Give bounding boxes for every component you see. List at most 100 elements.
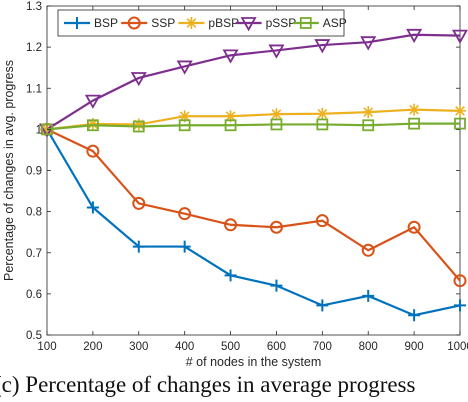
triangle-marker [240,17,257,32]
x-tick-label: 600 [267,341,286,353]
y-axis-title: Percentage of changes in avg. progress [2,60,16,281]
circle-marker [224,218,238,232]
legend-item-bsp: BSP [64,16,118,30]
x-tick-label: 800 [359,341,378,353]
data-point [178,110,191,123]
square-marker [41,123,53,136]
series-line [46,122,460,131]
circle-marker [453,274,467,288]
square-marker [316,118,329,131]
circle-marker [178,207,192,221]
plus-marker [86,201,99,214]
series-pbsp [41,103,466,136]
circle-marker [407,220,421,234]
data-point [316,107,329,120]
x-tick-label: 900 [405,341,424,353]
data-point [240,17,257,32]
data-point [408,103,421,116]
series-bsp [41,123,466,322]
triangle-marker [268,44,285,59]
asterisk-marker [316,107,329,120]
legend-item-pbsp: pBSP [178,16,239,30]
asterisk-marker [270,108,283,121]
square-marker [224,119,237,132]
x-tick-label: 400 [175,341,194,353]
series-asp [41,117,466,136]
data-point [132,118,145,131]
data-point [222,49,239,64]
data-point [454,104,466,117]
data-point [132,240,145,253]
legend-label: BSP [94,16,118,30]
data-point [407,220,421,234]
data-point [270,279,283,292]
data-point [224,269,237,282]
plus-marker [71,17,83,29]
triangle-marker [84,94,101,109]
data-point [316,299,329,312]
x-tick-label: 100 [37,341,56,353]
square-marker [299,17,312,29]
data-point [408,309,421,322]
data-point [178,119,191,132]
asterisk-marker [86,118,99,131]
data-point [315,214,329,228]
data-point [454,299,466,312]
legend-item-ssp: SSP [121,16,175,30]
series-line [46,128,461,317]
square-marker [408,117,421,130]
plus-marker [224,269,237,282]
legend-label: pSSP [266,16,297,30]
legend-label: pBSP [208,16,239,30]
figure-caption: (c) Percentage of changes in average pro… [0,372,416,397]
triangle-marker [222,49,239,64]
x-tick-label: 200 [83,341,102,353]
data-point [361,243,375,257]
series-ssp [40,122,467,288]
data-point [408,117,421,130]
circle-marker [86,144,100,158]
data-point [454,117,466,130]
triangle-marker [314,39,331,54]
y-tick-label: 0.5 [26,330,42,342]
data-point [314,39,331,54]
series-line [46,128,461,282]
square-marker [86,119,99,132]
data-point [84,94,101,109]
legend-item-pssp: pSSP [235,16,297,32]
data-point [86,118,99,131]
plus-marker [316,299,329,312]
data-point [132,120,145,133]
asterisk-marker [224,110,237,123]
x-axis-title: # of nodes in the system [186,355,322,369]
data-point [362,289,375,302]
series-pssp [38,28,468,138]
data-point [132,196,146,210]
asterisk-marker [185,17,198,29]
y-tick-label: 0.6 [26,289,42,301]
series-line [46,33,461,131]
y-tick-label: 1 [36,124,42,136]
square-marker [132,120,145,133]
data-point [86,119,99,132]
triangle-marker [176,60,193,75]
plus-marker [270,279,283,292]
x-tick-label: 300 [129,341,148,353]
circle-marker [127,16,141,30]
data-point [178,207,192,221]
data-point [360,36,377,51]
data-point [224,110,237,123]
data-point [269,220,283,234]
asterisk-marker [178,110,191,123]
data-point [86,201,99,214]
square-marker [178,119,191,132]
data-point [270,118,283,131]
data-point [270,108,283,121]
triangle-marker [130,72,147,87]
y-tick-label: 1.3 [26,1,42,13]
plus-marker [362,289,375,302]
legend-label: ASP [323,16,347,30]
x-tick-label: 1000 [447,341,468,353]
square-marker [362,119,375,132]
plot-area [38,5,468,336]
